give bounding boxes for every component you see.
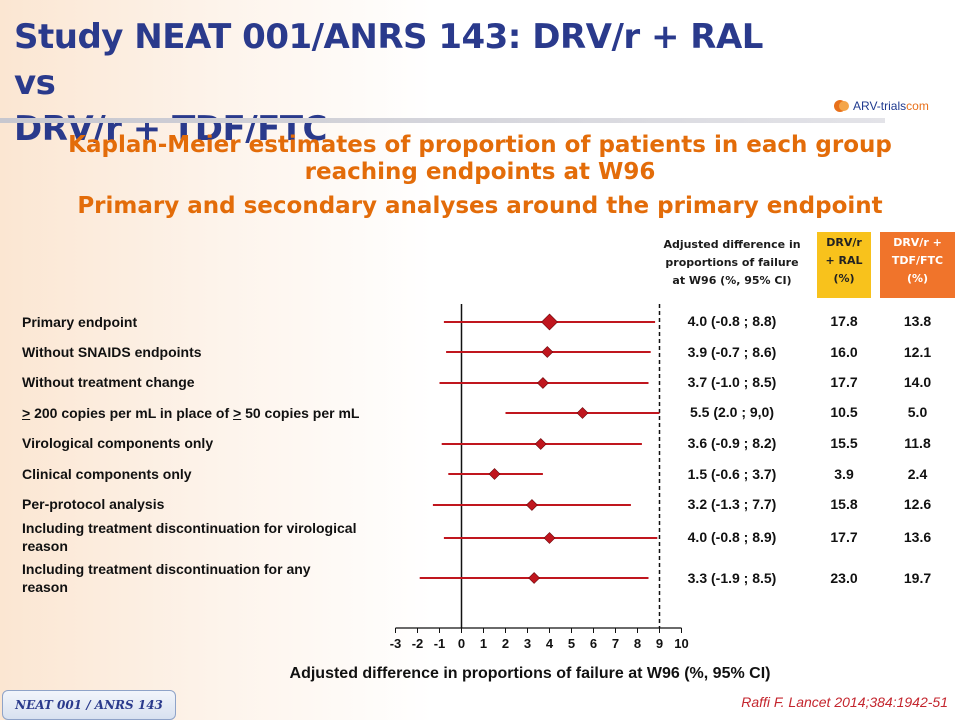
row-ral-value: 16.0 <box>830 344 858 360</box>
subtitle-line-2: reaching endpoints at W96 <box>304 159 656 185</box>
point-estimate-diamond <box>525 499 538 511</box>
row-ral-value: 3.9 <box>834 466 854 482</box>
row-label-200-copies: > 200 copies per mL in place of > 50 cop… <box>22 404 422 422</box>
x-tick-label: 8 <box>634 636 641 651</box>
point-estimate-diamond <box>488 468 501 480</box>
title-divider <box>0 118 885 123</box>
row-label-part: 200 copies per mL in place of <box>30 405 234 421</box>
title-line-1: Study NEAT 001/ANRS 143: DRV/r + RAL vs <box>14 17 763 103</box>
logo-suffix: com <box>906 99 929 113</box>
row-tdf-value: 2.4 <box>907 466 928 482</box>
row-diff-value: 3.3 (-1.9 ; 8.5) <box>687 570 777 586</box>
point-estimate-diamond <box>543 532 556 544</box>
x-tick-label: -2 <box>412 636 424 651</box>
row-label-per-protocol: Per-protocol analysis <box>22 496 165 512</box>
row-tdf-value: 12.1 <box>903 344 932 360</box>
row-label-ge-symbol: > <box>22 405 31 421</box>
row-label-discontinuation-any: Including treatment discontinuation for … <box>22 560 422 596</box>
row-diff-value: 1.5 (-0.6 ; 3.7) <box>687 466 777 482</box>
column-header-adjusted-difference: Adjusted difference in proportions of fa… <box>652 236 812 290</box>
study-tag-box: NEAT 001 / ANRS 143 <box>2 690 176 720</box>
column-header-ral-line-2: + RAL <box>825 254 863 267</box>
point-estimate-diamond <box>541 346 554 358</box>
slide-title: Study NEAT 001/ANRS 143: DRV/r + RAL vs … <box>14 14 814 152</box>
x-axis-title: Adjusted difference in proportions of fa… <box>289 665 771 682</box>
logo-text: ARV-trials <box>853 99 907 113</box>
column-header-ral-line-1: DRV/r <box>826 236 862 249</box>
row-tdf-value: 5.0 <box>907 404 928 420</box>
x-tick-label: 9 <box>656 636 663 651</box>
x-tick-label: 4 <box>546 636 554 651</box>
column-header-ral-line-3: (%) <box>833 272 855 285</box>
point-estimate-diamond <box>536 377 549 389</box>
x-tick-label: 1 <box>480 636 487 651</box>
row-diff-value: 4.0 (-0.8 ; 8.9) <box>687 529 777 545</box>
column-header-tdf-line-3: (%) <box>906 272 929 285</box>
row-label-line: reason <box>22 579 68 595</box>
row-tdf-value: 13.8 <box>903 313 932 329</box>
row-tdf-value: 19.7 <box>903 570 932 586</box>
row-label-part: 50 copies per mL <box>241 405 360 421</box>
point-estimate-diamond <box>534 438 547 450</box>
row-label-discontinuation-virological: Including treatment discontinuation for … <box>22 519 422 555</box>
column-header-tdf-line-2: TDF/FTC <box>891 254 944 267</box>
x-tick-label: 7 <box>612 636 619 651</box>
row-diff-value: 3.9 (-0.7 ; 8.6) <box>687 344 777 360</box>
subtitle-line-3: Primary and secondary analyses around th… <box>77 193 883 219</box>
row-diff-value: 3.2 (-1.3 ; 7.7) <box>687 496 777 512</box>
row-ral-value: 17.7 <box>830 529 858 545</box>
row-diff-value: 5.5 (2.0 ; 9,0) <box>689 404 775 420</box>
logo-icon <box>834 100 849 112</box>
row-label-line: reason <box>22 538 68 554</box>
row-ral-value: 15.8 <box>830 496 858 512</box>
title-line-2: DRV/r + TDF/FTC <box>14 109 328 149</box>
column-header-tdf-line-1: DRV/r + <box>893 236 942 249</box>
x-tick-label: 5 <box>568 636 575 651</box>
column-header-adjusted-line-3: at W96 (%, 95% CI) <box>672 274 792 287</box>
column-header-adjusted-line-1: Adjusted difference in <box>663 238 801 251</box>
column-header-drv-ral: DRV/r + RAL (%) <box>817 232 871 298</box>
row-diff-value: 3.7 (-1.0 ; 8.5) <box>687 374 777 390</box>
column-header-drv-tdf-ftc: DRV/r + TDF/FTC (%) <box>880 232 955 298</box>
point-estimate-diamond <box>576 407 589 419</box>
row-diff-value: 3.6 (-0.9 ; 8.2) <box>687 435 777 451</box>
citation: Raffi F. Lancet 2014;384:1942-51 <box>741 694 948 710</box>
row-label-virological-only: Virological components only <box>22 435 214 451</box>
row-label-primary-endpoint: Primary endpoint <box>22 314 138 330</box>
row-label-without-treatment-change: Without treatment change <box>22 374 195 390</box>
row-tdf-value: 13.6 <box>903 529 932 545</box>
x-tick-label: 0 <box>458 636 465 651</box>
row-ral-value: 10.5 <box>830 404 858 420</box>
row-tdf-value: 14.0 <box>903 374 932 390</box>
x-tick-label: -1 <box>434 636 446 651</box>
row-ral-value: 17.7 <box>830 374 858 390</box>
row-tdf-value: 12.6 <box>903 496 932 512</box>
column-header-adjusted-line-2: proportions of failure <box>665 256 799 269</box>
row-ral-value: 17.8 <box>830 313 858 329</box>
row-diff-value: 4.0 (-0.8 ; 8.8) <box>687 313 777 329</box>
row-label-line: Including treatment discontinuation for … <box>22 561 311 577</box>
x-tick-label: 10 <box>674 636 688 651</box>
row-label-line: Including treatment discontinuation for … <box>22 520 357 536</box>
arv-trials-logo: ARV-trials com <box>834 96 929 116</box>
x-tick-label: 2 <box>502 636 509 651</box>
x-tick-label: -3 <box>390 636 402 651</box>
subtitle-line-1: Kaplan-Meier estimates of proportion of … <box>68 132 892 158</box>
point-estimate-diamond <box>541 313 558 331</box>
row-label-without-snaids: Without SNAIDS endpoints <box>22 344 202 360</box>
row-ral-value: 15.5 <box>830 435 858 451</box>
row-tdf-value: 11.8 <box>904 435 931 451</box>
row-ral-value: 23.0 <box>830 570 858 586</box>
point-estimate-diamond <box>528 572 541 584</box>
x-tick-label: 3 <box>524 636 531 651</box>
row-label-ge-symbol: > <box>233 405 242 421</box>
x-tick-label: 6 <box>590 636 597 651</box>
row-label-clinical-only: Clinical components only <box>22 466 192 482</box>
